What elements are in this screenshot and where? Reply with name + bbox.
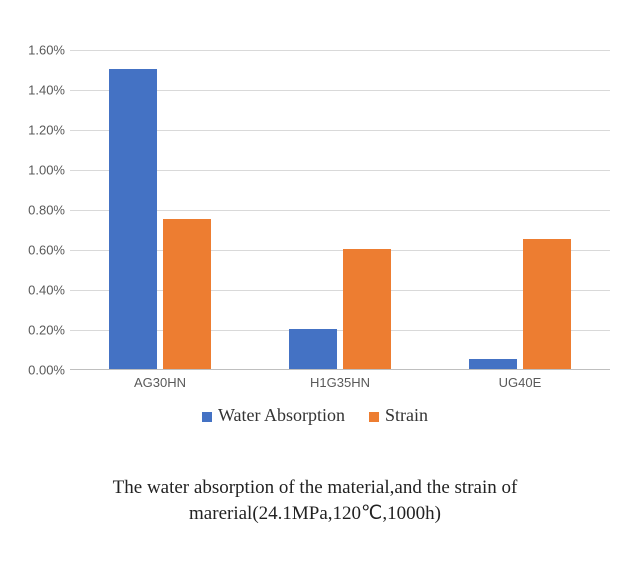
plot-area: [70, 50, 610, 370]
bar-groups: [70, 50, 610, 369]
legend-swatch-icon: [369, 412, 379, 422]
y-tick-label: 1.40%: [15, 83, 65, 98]
y-tick-label: 0.20%: [15, 323, 65, 338]
legend-label: Strain: [385, 405, 428, 425]
y-tick-label: 1.20%: [15, 123, 65, 138]
chart-area: 0.00% 0.20% 0.40% 0.60% 0.80% 1.00% 1.20% 1.40%…: [15, 50, 615, 400]
bar-water-absorption: [469, 359, 517, 369]
y-tick-label: 0.60%: [15, 243, 65, 258]
y-tick-label: 0.80%: [15, 203, 65, 218]
bar-water-absorption: [109, 69, 157, 369]
legend: Water Absorption Strain: [0, 405, 630, 426]
bar-strain: [523, 239, 571, 369]
legend-item-strain: Strain: [369, 405, 428, 426]
x-tick-label: UG40E: [460, 375, 580, 390]
x-tick-label: H1G35HN: [280, 375, 400, 390]
y-tick-label: 1.00%: [15, 163, 65, 178]
caption-line-1: The water absorption of the material,and…: [113, 477, 518, 498]
legend-label: Water Absorption: [218, 405, 345, 425]
y-tick-label: 0.40%: [15, 283, 65, 298]
caption: The water absorption of the material,and…: [40, 475, 590, 526]
y-tick-label: 1.60%: [15, 43, 65, 58]
caption-line-2: marerial(24.1MPa,120℃,1000h): [189, 503, 441, 524]
y-tick-label: 0.00%: [15, 363, 65, 378]
chart-container: 0.00% 0.20% 0.40% 0.60% 0.80% 1.00% 1.20% 1.40%…: [0, 0, 630, 580]
x-tick-label: AG30HN: [100, 375, 220, 390]
bar-water-absorption: [289, 329, 337, 369]
legend-item-water-absorption: Water Absorption: [202, 405, 345, 426]
bar-strain: [163, 219, 211, 369]
legend-swatch-icon: [202, 412, 212, 422]
bar-strain: [343, 249, 391, 369]
